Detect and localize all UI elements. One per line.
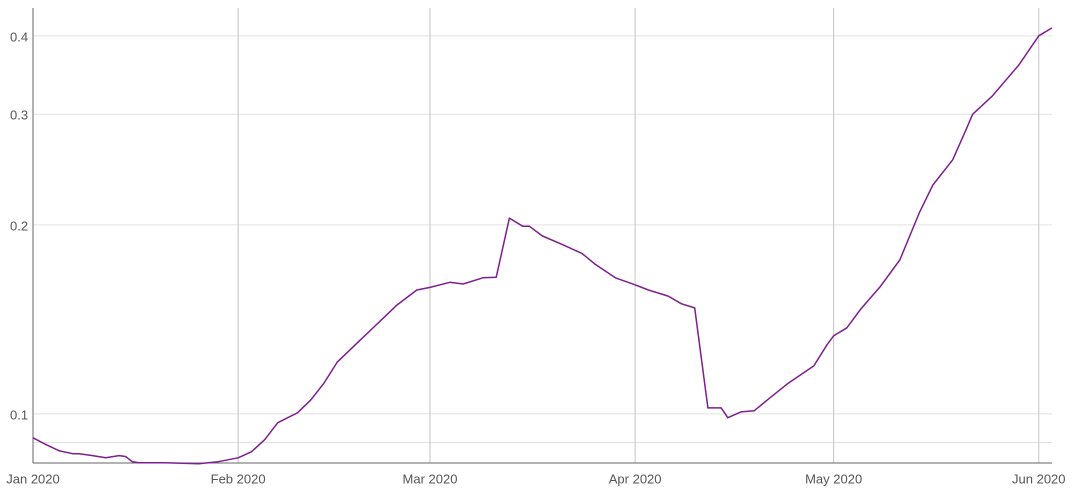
y-tick-label: 0.2 bbox=[10, 218, 28, 233]
line bbox=[32, 27, 1053, 465]
x-tick-label: Jun 2020 bbox=[1012, 471, 1066, 486]
x-tick-label: Feb 2020 bbox=[211, 471, 266, 486]
x-tick-label: May 2020 bbox=[805, 471, 862, 486]
y-tick-label: 0.3 bbox=[10, 108, 28, 123]
x-tick-label: Jan 2020 bbox=[6, 471, 60, 486]
y-tick-label: 0.4 bbox=[10, 29, 28, 44]
y-tick-label: 0.1 bbox=[10, 407, 28, 422]
x-tick-label: Apr 2020 bbox=[609, 471, 662, 486]
x-tick-label: Mar 2020 bbox=[403, 471, 458, 486]
